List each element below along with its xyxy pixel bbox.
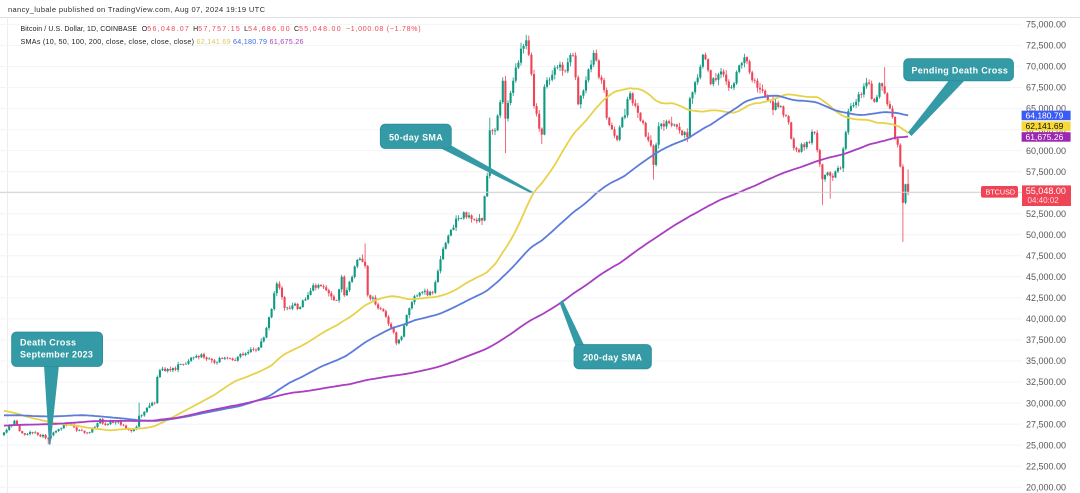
svg-text:72,500.00: 72,500.00 [1026, 41, 1066, 51]
svg-text:35,000.00: 35,000.00 [1026, 356, 1066, 366]
svg-text:60,000.00: 60,000.00 [1026, 146, 1066, 156]
svg-text:64,180.79: 64,180.79 [1026, 110, 1064, 120]
svg-text:20,000.00: 20,000.00 [1026, 482, 1066, 492]
svg-text:nancy_lubale published on Trad: nancy_lubale published on TradingView.co… [8, 5, 266, 14]
svg-text:61,675.26: 61,675.26 [1026, 132, 1064, 142]
svg-text:47,500.00: 47,500.00 [1026, 251, 1066, 261]
svg-text:32,500.00: 32,500.00 [1026, 377, 1066, 387]
svg-text:04:40:02: 04:40:02 [1028, 196, 1060, 205]
svg-text:50,000.00: 50,000.00 [1026, 230, 1066, 240]
svg-text:200-day SMA: 200-day SMA [583, 353, 643, 363]
svg-text:Death Cross: Death Cross [20, 338, 76, 348]
svg-text:BTCUSD: BTCUSD [986, 187, 1016, 196]
svg-text:67,500.00: 67,500.00 [1026, 83, 1066, 93]
svg-text:52,500.00: 52,500.00 [1026, 209, 1066, 219]
svg-text:65,000.00: 65,000.00 [1026, 104, 1066, 114]
svg-text:37,500.00: 37,500.00 [1026, 335, 1066, 345]
svg-text:SMAs (10, 50, 100, 200, close,: SMAs (10, 50, 100, 200, close, close, cl… [21, 37, 304, 46]
svg-text:Bitcoin / U.S. Dollar, 1D, COI: Bitcoin / U.S. Dollar, 1D, COINBASE O56,0… [21, 26, 422, 33]
svg-text:Pending Death Cross: Pending Death Cross [912, 65, 1009, 75]
svg-text:42,500.00: 42,500.00 [1026, 293, 1066, 303]
svg-text:25,000.00: 25,000.00 [1026, 440, 1066, 450]
svg-text:45,000.00: 45,000.00 [1026, 272, 1066, 282]
svg-text:57,500.00: 57,500.00 [1026, 167, 1066, 177]
svg-text:September 2023: September 2023 [20, 350, 93, 360]
svg-text:40,000.00: 40,000.00 [1026, 314, 1066, 324]
svg-text:27,500.00: 27,500.00 [1026, 419, 1066, 429]
svg-text:22,500.00: 22,500.00 [1026, 461, 1066, 471]
svg-text:50-day SMA: 50-day SMA [389, 132, 443, 142]
svg-text:62,141.69: 62,141.69 [1026, 121, 1064, 131]
svg-text:70,000.00: 70,000.00 [1026, 62, 1066, 72]
svg-text:55,048.00: 55,048.00 [1026, 186, 1066, 196]
svg-text:30,000.00: 30,000.00 [1026, 398, 1066, 408]
svg-text:75,000.00: 75,000.00 [1026, 20, 1066, 30]
